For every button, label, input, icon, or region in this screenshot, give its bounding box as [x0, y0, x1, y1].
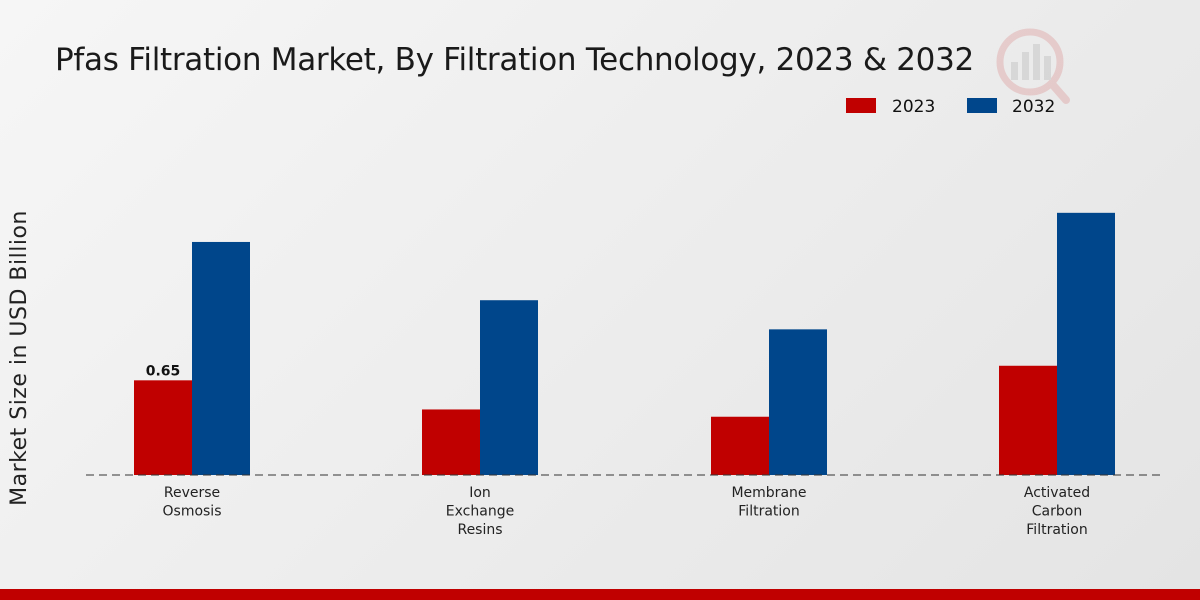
- x-tick-label-membrane-filtration: Membrane Filtration: [731, 485, 806, 520]
- bar-2023-activated-carbon-filtration: [999, 365, 1057, 475]
- x-tick-label-activated-carbon-filtration: Activated Carbon Filtration: [1024, 485, 1090, 538]
- bar-2032-ion-exchange-resins: [480, 300, 538, 475]
- bar-2023-membrane-filtration: [711, 416, 769, 475]
- bar-2032-membrane-filtration: [769, 329, 827, 475]
- footer-band: [0, 589, 1200, 600]
- y-axis-label: Market Size in USD Billion: [7, 210, 32, 506]
- x-tick-label-ion-exchange-resins: Ion Exchange Resins: [446, 485, 514, 538]
- watermark-logo-icon: [996, 28, 1070, 104]
- x-tick-label-reverse-osmosis: Reverse Osmosis: [163, 485, 222, 520]
- data-labels: 0.65: [146, 363, 181, 379]
- bar-2032-activated-carbon-filtration: [1057, 212, 1115, 475]
- data-label-2023-reverse-osmosis: 0.65: [146, 363, 181, 379]
- bar-2023-ion-exchange-resins: [422, 409, 480, 475]
- x-tick-labels: Reverse Osmosis Ion Exchange Resins Membrane F…: [163, 485, 1091, 538]
- bars-layer: [134, 212, 1115, 475]
- legend: 2023 2032: [846, 97, 1055, 117]
- legend-swatch-2032: [967, 98, 997, 113]
- bar-2023-reverse-osmosis: [134, 380, 192, 475]
- bar-2032-reverse-osmosis: [192, 241, 250, 475]
- legend-swatch-2023: [846, 98, 876, 113]
- legend-label-2023: 2023: [892, 97, 935, 117]
- chart-title: Pfas Filtration Market, By Filtration Te…: [55, 42, 974, 78]
- legend-label-2032: 2032: [1012, 97, 1055, 117]
